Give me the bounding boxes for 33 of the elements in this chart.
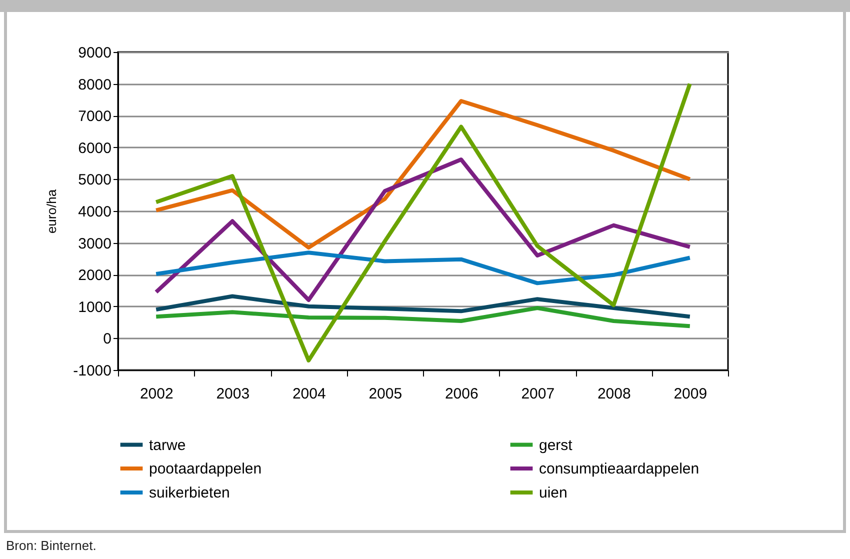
legend-label: pootaardappelen [149, 460, 262, 478]
x-tick-label: 2008 [597, 386, 631, 402]
y-tick-label: 6000 [78, 140, 112, 157]
y-tick-label: 7000 [78, 108, 112, 126]
x-tick-label: 2002 [140, 386, 174, 402]
x-tick-label: 2007 [521, 386, 555, 402]
legend-label: suikerbieten [149, 484, 230, 502]
legend-label: uien [539, 484, 568, 502]
line-series [154, 294, 692, 319]
line-series [154, 157, 692, 302]
legend-label: gerst [539, 436, 574, 454]
line-series [154, 306, 692, 328]
x-tick-label: 2009 [674, 386, 708, 402]
line-series [154, 98, 692, 250]
y-tick-label: 5000 [78, 172, 112, 189]
y-tick-label: 2000 [78, 267, 112, 284]
y-tick-label: 1000 [78, 298, 112, 316]
x-tick-label: 2004 [292, 386, 326, 402]
y-tick-label: 3000 [78, 235, 112, 252]
x-tick-label: 2003 [216, 386, 250, 402]
text: Bron: Binternet. [6, 538, 96, 553]
x-tick-label: 2006 [444, 386, 478, 402]
line-series [154, 82, 692, 362]
y-tick-label: -1000 [73, 362, 112, 380]
x-tick-label: 2005 [368, 386, 402, 402]
y-tick-label: 0 [103, 330, 112, 348]
y-tick-label: 4000 [78, 204, 112, 220]
legend-label: consumptieaardappelen [539, 460, 700, 478]
y-tick-label: 8000 [78, 76, 112, 94]
y-tick-label: 9000 [78, 44, 112, 62]
line-series [154, 250, 692, 286]
y-axis-title: euro/ha [44, 188, 60, 234]
legend-label: tarwe [149, 436, 186, 454]
